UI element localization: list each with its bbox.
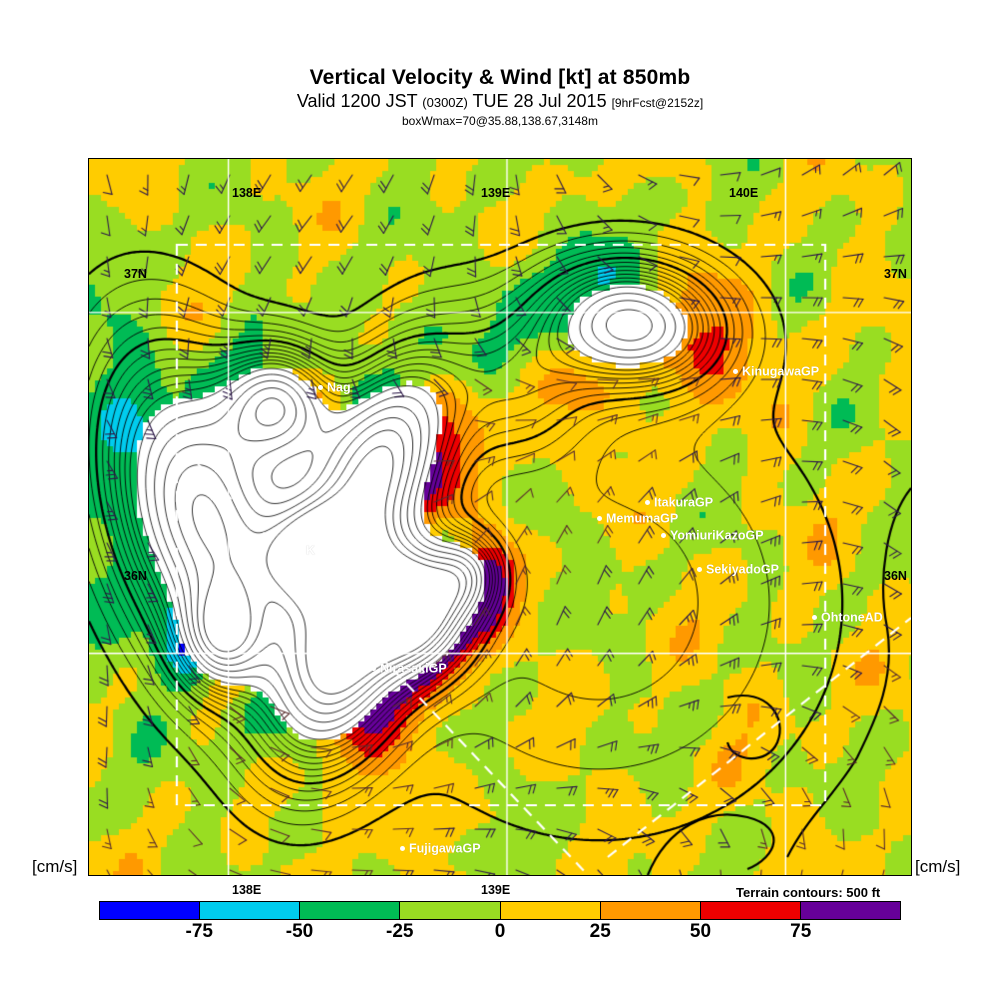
station-label: K	[306, 543, 316, 558]
station-label: YomiuriKazoGP	[670, 528, 764, 543]
map-plot-area[interactable]	[88, 158, 912, 876]
station-marker-kofugp: K	[297, 543, 315, 558]
station-dot	[661, 533, 666, 539]
station-dot	[371, 666, 376, 672]
station-marker-ohtonead: OhtoneAD	[812, 610, 883, 625]
station-dot	[733, 369, 738, 375]
terrain-contour-note: Terrain contours: 500 ft	[736, 885, 881, 900]
station-marker-memumagp: MemumaGP	[597, 511, 678, 526]
forecast-tag: [9hrFcst@2152z]	[611, 96, 704, 110]
colorbar-tick-label: -50	[285, 921, 314, 942]
colorbar-segment	[599, 902, 700, 919]
colorbar-tick-label: -25	[386, 921, 414, 942]
box-wmax-annotation: boxWmax=70@35.88,138.67,3148m	[402, 114, 598, 128]
lon-tick-label-top: 139E	[481, 186, 511, 200]
valid-time-utc: (0300Z)	[422, 95, 468, 110]
station-dot	[645, 500, 650, 506]
page-title: Vertical Velocity & Wind [kt] at 850mb	[309, 66, 691, 89]
colorbar-tick-label: 50	[689, 921, 712, 942]
colorbar-tick-label: -75	[185, 921, 213, 942]
station-label: KinugawaGP	[742, 364, 820, 379]
colorbar-segment	[299, 902, 400, 919]
station-label: MemumaGP	[606, 511, 679, 526]
station-dot	[297, 548, 302, 554]
station-dot	[697, 567, 702, 573]
station-dot	[597, 516, 602, 522]
lat-tick-label-left: 36N	[124, 569, 147, 583]
units-label-right: [cm/s]	[915, 857, 961, 876]
colorbar-segment	[699, 902, 800, 919]
colorbar-segment	[199, 902, 300, 919]
station-dot	[400, 846, 405, 852]
subtitle: Valid 1200 JST (0300Z) TUE 28 Jul 2015 […	[0, 90, 1000, 114]
latlon-grid-layer	[89, 159, 911, 875]
station-label: SekiyadoGP	[706, 562, 779, 577]
title-block: Vertical Velocity & Wind [kt] at 850mb V…	[0, 66, 1000, 129]
station-label: NirasakiGP	[380, 661, 447, 676]
station-marker-fujigawagp: FujigawaGP	[400, 841, 481, 856]
lon-tick-label-top: 138E	[232, 186, 262, 200]
station-dot	[318, 385, 323, 391]
colorbar-tick-label: 25	[589, 921, 611, 942]
units-label-left: [cm/s]	[32, 857, 78, 876]
lat-tick-label-right: 37N	[884, 267, 907, 281]
station-label: FujigawaGP	[409, 841, 481, 856]
valid-time-prefix: Valid 1200 JST	[296, 91, 418, 111]
lon-tick-label-bottom: 139E	[481, 883, 511, 897]
station-label: OhtoneAD	[821, 610, 883, 625]
colorbar-ticks: -75 -50 -25 0 25 50 75	[99, 921, 901, 947]
colorbar-tick-label: 75	[790, 921, 812, 942]
station-marker-sekiyadogp: SekiyadoGP	[697, 562, 779, 577]
colorbar-tick-label: 0	[494, 921, 506, 942]
station-marker-nirasakigp: NirasakiGP	[371, 661, 447, 676]
station-marker-kinugawagp: KinugawaGP	[733, 364, 819, 379]
colorbar-segment	[799, 902, 900, 919]
station-dot	[812, 615, 817, 621]
lon-tick-label-bottom: 138E	[232, 883, 262, 897]
colorbar-segment	[100, 902, 200, 919]
station-marker-nagano: Nag	[318, 380, 351, 395]
lat-tick-label-right: 36N	[884, 569, 907, 583]
valid-date: TUE 28 Jul 2015	[472, 91, 607, 111]
station-marker-itakuragp: ItakuraGP	[645, 495, 713, 510]
colorbar-segment	[499, 902, 600, 919]
colorbar[interactable]	[99, 901, 901, 920]
station-label: ItakuraGP	[654, 495, 714, 510]
lat-tick-label-left: 37N	[124, 267, 147, 281]
station-marker-yomiurikazogp: YomiuriKazoGP	[661, 528, 764, 543]
colorbar-segment	[399, 902, 500, 919]
station-label: Nag	[327, 380, 351, 395]
lon-tick-label-top: 140E	[729, 186, 759, 200]
